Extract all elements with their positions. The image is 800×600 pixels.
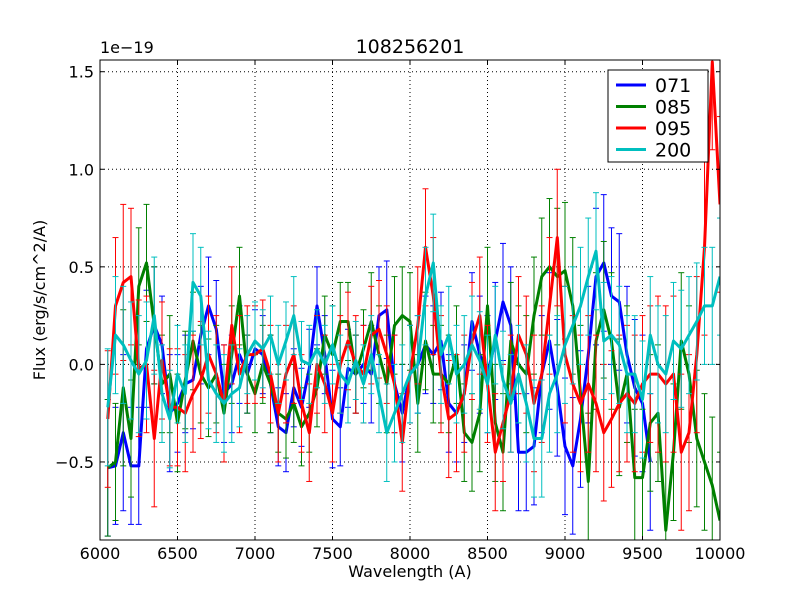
y-tick-label: 1.0 <box>69 160 94 179</box>
y-offset-text: 1e−19 <box>100 38 154 57</box>
x-tick-label: 7500 <box>312 544 353 563</box>
chart-title: 108256201 <box>356 36 465 58</box>
x-tick-label: 10000 <box>695 544 746 563</box>
y-axis-label: Flux (erg/s/cm^2/A) <box>30 220 49 381</box>
x-tick-label: 8000 <box>390 544 431 563</box>
x-tick-label: 6000 <box>80 544 121 563</box>
y-tick-label: 1.5 <box>69 63 94 82</box>
x-tick-label: 9000 <box>545 544 586 563</box>
x-tick-label: 9500 <box>622 544 663 563</box>
series-layer <box>104 60 720 540</box>
series-200 <box>104 192 720 498</box>
legend-label-071: 071 <box>655 75 691 97</box>
y-tick-label: 0.5 <box>69 258 94 277</box>
series-line-085 <box>106 261 720 532</box>
series-line-095 <box>106 60 720 454</box>
x-tick-label: 6500 <box>157 544 198 563</box>
x-axis-label: Wavelength (A) <box>348 562 471 581</box>
axis-ticks: 6000 6500 7000 7500 8000 8500 9000 9500 10000 −0.… <box>55 60 745 563</box>
series-line-200 <box>106 249 720 440</box>
legend-label-095: 095 <box>655 118 691 140</box>
x-tick-label: 8500 <box>467 544 508 563</box>
legend-label-085: 085 <box>655 97 691 119</box>
x-tick-label: 7000 <box>235 544 276 563</box>
y-tick-label: 0.0 <box>69 355 94 374</box>
legend-label-200: 200 <box>655 140 691 162</box>
y-tick-label: −0.5 <box>55 453 94 472</box>
